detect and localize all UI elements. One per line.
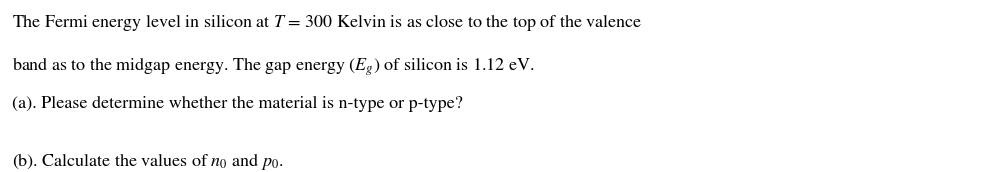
- Text: (a). Please determine whether the material is n-type or p-type?: (a). Please determine whether the materi…: [12, 96, 462, 112]
- Text: The Fermi energy level in silicon at $T$ = 300 Kelvin is as close to the top of : The Fermi energy level in silicon at $T$…: [12, 12, 642, 33]
- Text: band as to the midgap energy. The gap energy ($E_g$) of silicon is 1.12 eV.: band as to the midgap energy. The gap en…: [12, 55, 534, 78]
- Text: (b). Calculate the values of $n_0$ and $p_0$.: (b). Calculate the values of $n_0$ and $…: [12, 151, 283, 172]
